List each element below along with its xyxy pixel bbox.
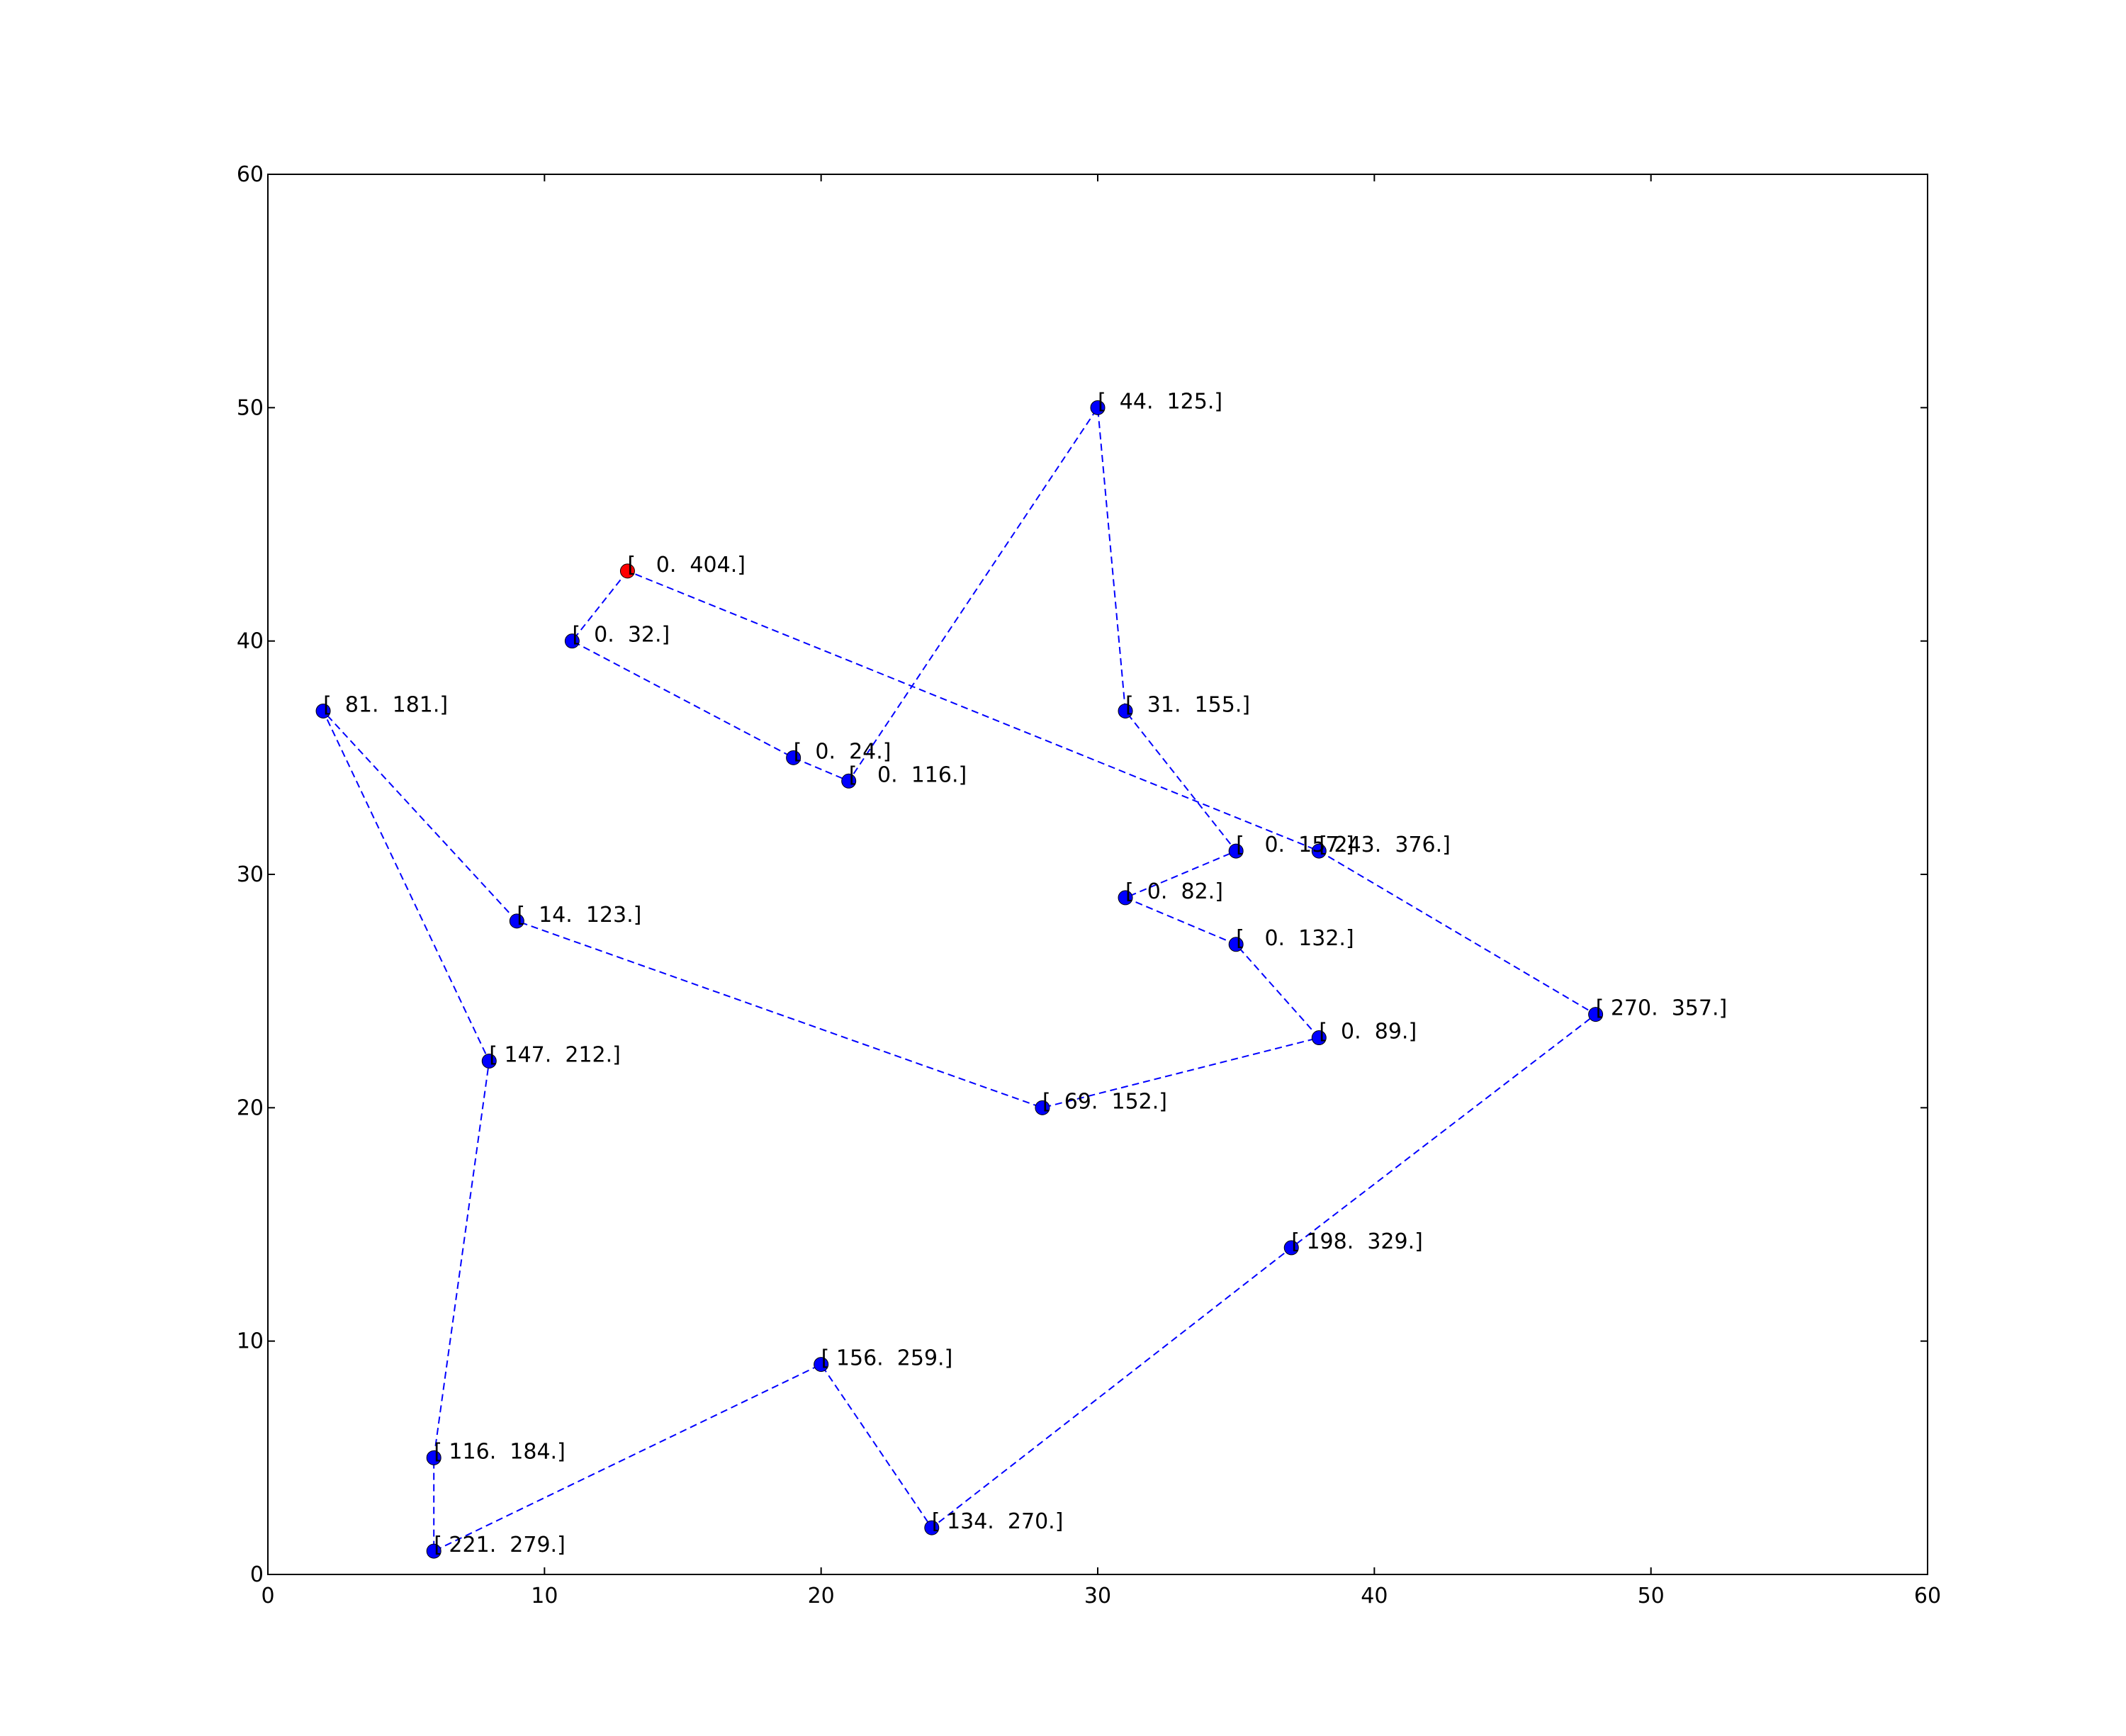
- y-tick-label: 20: [237, 1095, 264, 1120]
- x-tick-label: 60: [1914, 1584, 1941, 1608]
- point-label: [ 0. 404.]: [627, 553, 746, 577]
- route-lines: [322, 405, 1597, 1552]
- point-label: [ 0. 82.]: [1125, 879, 1223, 904]
- data-point: [426, 1450, 441, 1465]
- data-point: [481, 1053, 497, 1069]
- point-label: [ 116. 184.]: [434, 1439, 566, 1464]
- y-tick-label: 40: [237, 629, 264, 654]
- y-tick-label: 50: [237, 395, 264, 420]
- data-point: [1311, 1030, 1327, 1046]
- y-tick-label: 30: [237, 862, 264, 887]
- data-point: [1311, 843, 1327, 859]
- route-line: [322, 405, 1597, 1552]
- data-point: [814, 1357, 829, 1373]
- y-tick-label: 60: [237, 162, 264, 187]
- point-label: [ 31. 155.]: [1125, 692, 1250, 717]
- point-label: [ 198. 329.]: [1291, 1229, 1423, 1254]
- data-point: [1118, 703, 1133, 718]
- axis-ticks: 0 10 20 30 40 50 60 0 10 20 30 40 50 60: [237, 162, 1941, 1608]
- point-label: [ 44. 125.]: [1098, 389, 1222, 414]
- x-tick-label: 10: [531, 1584, 558, 1608]
- data-point: [564, 633, 580, 649]
- plot-frame: [267, 174, 1928, 1575]
- point-label: [ 0. 24.]: [794, 739, 892, 764]
- data-point: [1588, 1007, 1604, 1022]
- point-label: [ 270. 357.]: [1596, 996, 1728, 1021]
- start-point: [619, 563, 635, 579]
- point-label: [ 0. 157.]: [1236, 833, 1354, 857]
- point-label: [ 147. 212.]: [489, 1042, 621, 1067]
- point-label: [ 134. 270.]: [932, 1509, 1064, 1534]
- point-label: [ 69. 152.]: [1042, 1089, 1167, 1114]
- data-point: [1118, 890, 1133, 906]
- x-tick-label: 0: [261, 1584, 274, 1608]
- y-tick-label: 0: [250, 1562, 264, 1587]
- y-tick-label: 10: [237, 1329, 264, 1354]
- point-label: [ 0. 89.]: [1319, 1020, 1417, 1044]
- data-point: [1283, 1240, 1299, 1256]
- point-labels: [ 0. 404.] [ 0. 32.] [ 0. 24.][ 0. 116.] [ …: [323, 389, 1727, 1557]
- data-point: [426, 1543, 441, 1559]
- data-point: [1228, 843, 1244, 859]
- x-tick-label: 50: [1638, 1584, 1665, 1608]
- point-label: [ 221. 279.]: [434, 1533, 566, 1557]
- point-label: [ 81. 181.]: [323, 692, 448, 717]
- point-label: [ 243. 376.]: [1319, 833, 1451, 857]
- point-label: [ 0. 32.]: [572, 623, 670, 648]
- data-point: [1090, 400, 1106, 415]
- x-tick-label: 20: [808, 1584, 835, 1608]
- x-tick-label: 40: [1361, 1584, 1388, 1608]
- data-point: [841, 773, 857, 789]
- point-label: [ 0. 116.]: [849, 762, 967, 787]
- data-point: [1035, 1100, 1050, 1115]
- point-label: [ 156. 259.]: [821, 1346, 953, 1371]
- data-point: [509, 913, 524, 929]
- data-points: [315, 400, 1604, 1559]
- data-point: [315, 703, 331, 718]
- data-point: [924, 1520, 940, 1535]
- point-label: [ 14. 123.]: [517, 903, 641, 928]
- point-label: [ 0. 132.]: [1236, 926, 1354, 951]
- data-point: [1228, 937, 1244, 952]
- x-tick-label: 30: [1084, 1584, 1111, 1608]
- data-point: [786, 750, 802, 765]
